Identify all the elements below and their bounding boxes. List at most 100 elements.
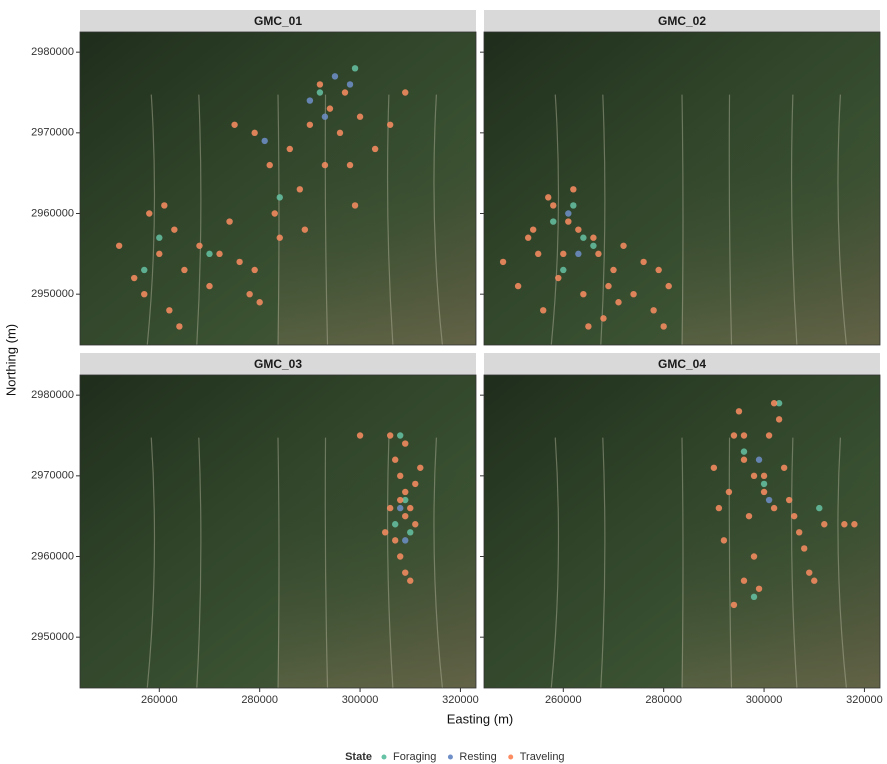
legend-label: Foraging <box>393 751 436 763</box>
data-point <box>610 267 616 273</box>
plain-overlay <box>682 469 880 688</box>
data-point <box>550 218 556 224</box>
data-point <box>307 122 313 128</box>
data-point <box>322 114 328 120</box>
y-tick-label: 2950000 <box>31 288 74 300</box>
y-tick-label: 2950000 <box>31 631 74 643</box>
data-point <box>402 537 408 543</box>
data-point <box>766 497 772 503</box>
data-point <box>412 481 418 487</box>
data-point <box>560 267 566 273</box>
data-point <box>251 267 257 273</box>
x-tick-label: 320000 <box>442 694 479 706</box>
data-point <box>821 521 827 527</box>
y-tick-label: 2960000 <box>31 207 74 219</box>
data-point <box>761 473 767 479</box>
panel-title: GMC_03 <box>254 357 302 371</box>
data-point <box>372 146 378 152</box>
data-point <box>206 251 212 257</box>
data-point <box>751 553 757 559</box>
data-point <box>761 489 767 495</box>
x-tick-label: 260000 <box>545 694 582 706</box>
data-point <box>781 465 787 471</box>
data-point <box>550 202 556 208</box>
data-point <box>327 105 333 111</box>
data-point <box>721 537 727 543</box>
data-point <box>620 243 626 249</box>
legend-label: Resting <box>459 751 496 763</box>
data-point <box>580 291 586 297</box>
data-point <box>307 97 313 103</box>
data-point <box>575 251 581 257</box>
data-point <box>352 202 358 208</box>
data-point <box>565 218 571 224</box>
data-point <box>796 529 802 535</box>
data-point <box>392 457 398 463</box>
data-point <box>161 202 167 208</box>
data-point <box>851 521 857 527</box>
data-point <box>196 243 202 249</box>
data-point <box>605 283 611 289</box>
data-point <box>756 457 762 463</box>
data-point <box>141 267 147 273</box>
data-point <box>272 210 278 216</box>
data-point <box>407 578 413 584</box>
data-point <box>402 440 408 446</box>
data-point <box>387 122 393 128</box>
legend-key <box>448 755 453 760</box>
data-point <box>332 73 338 79</box>
data-point <box>786 497 792 503</box>
data-point <box>525 235 531 241</box>
x-tick-label: 280000 <box>645 694 682 706</box>
data-point <box>515 283 521 289</box>
data-point <box>231 122 237 128</box>
data-point <box>590 235 596 241</box>
data-point <box>806 569 812 575</box>
data-point <box>412 521 418 527</box>
data-point <box>756 586 762 592</box>
data-point <box>575 226 581 232</box>
y-axis-label: Northing (m) <box>3 324 18 396</box>
data-point <box>347 162 353 168</box>
data-point <box>545 194 551 200</box>
data-point <box>751 594 757 600</box>
data-point <box>131 275 137 281</box>
data-point <box>206 283 212 289</box>
data-point <box>277 194 283 200</box>
data-point <box>397 553 403 559</box>
data-point <box>387 432 393 438</box>
data-point <box>751 473 757 479</box>
plain-overlay <box>278 126 476 345</box>
y-tick-label: 2960000 <box>31 550 74 562</box>
data-point <box>246 291 252 297</box>
data-point <box>297 186 303 192</box>
x-tick-label: 260000 <box>141 694 178 706</box>
data-point <box>741 578 747 584</box>
legend-label: Traveling <box>520 751 565 763</box>
plain-overlay <box>682 126 880 345</box>
data-point <box>342 89 348 95</box>
plain-overlay <box>278 469 476 688</box>
data-point <box>615 299 621 305</box>
data-point <box>216 251 222 257</box>
data-point <box>741 457 747 463</box>
data-point <box>256 299 262 305</box>
data-point <box>741 448 747 454</box>
data-point <box>791 513 797 519</box>
data-point <box>736 408 742 414</box>
data-point <box>226 218 232 224</box>
data-point <box>392 537 398 543</box>
data-point <box>267 162 273 168</box>
data-point <box>277 235 283 241</box>
legend-key <box>508 755 513 760</box>
data-point <box>176 323 182 329</box>
data-point <box>585 323 591 329</box>
data-point <box>357 432 363 438</box>
panel-title: GMC_01 <box>254 14 302 28</box>
x-tick-label: 280000 <box>241 694 278 706</box>
data-point <box>337 130 343 136</box>
data-point <box>347 81 353 87</box>
data-point <box>402 513 408 519</box>
data-point <box>500 259 506 265</box>
